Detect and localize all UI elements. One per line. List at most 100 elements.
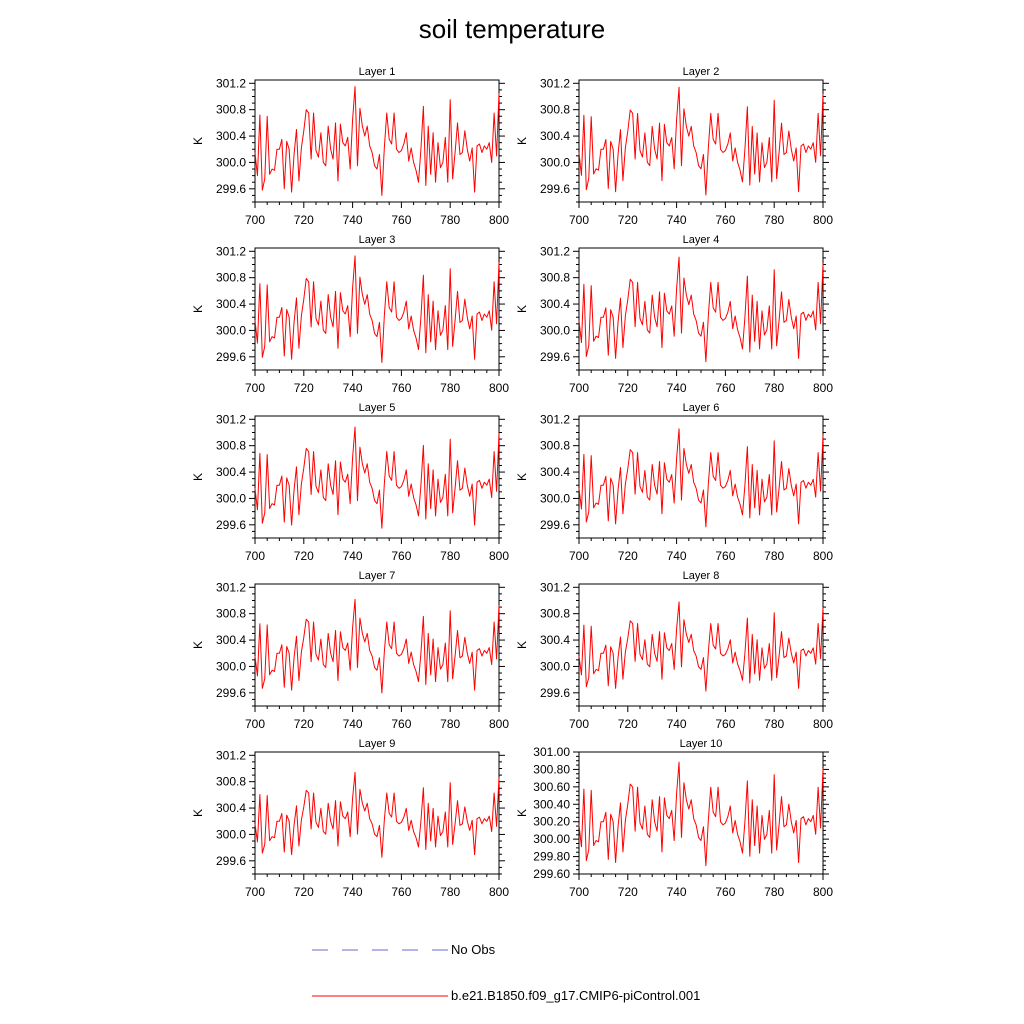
y-axis-label: K: [515, 473, 529, 481]
y-tick-label: 300.4: [216, 129, 246, 143]
series-line: [254, 426, 500, 529]
x-tick-label: 760: [715, 717, 735, 731]
panel-plot: Layer 1 K 299.6 300.0 300.4 300.8 301.2 700 720 7…: [191, 66, 509, 227]
y-tick-label: 300.4: [216, 297, 246, 311]
y-tick-label: 300.8: [540, 607, 570, 621]
x-tick-label: 720: [618, 381, 638, 395]
page-title: soil temperature: [418, 14, 606, 44]
series-line: [254, 598, 500, 694]
y-tick-label: 301.2: [216, 748, 246, 762]
panel-layer-7: Layer 7 K 299.6 300.0 300.4 300.8 301.2 700 720 7…: [185, 566, 515, 731]
x-tick-label: 780: [440, 213, 460, 227]
x-tick-label: 700: [569, 381, 589, 395]
x-tick-label: 780: [440, 549, 460, 563]
x-tick-label: 780: [764, 381, 784, 395]
panel-layer-9: Layer 9 K 299.6 300.0 300.4 300.8 301.2 700 720 7…: [185, 734, 515, 899]
y-tick-label: 299.6: [216, 518, 246, 532]
y-tick-label: 300.00: [533, 832, 570, 846]
y-tick-label: 301.00: [533, 745, 570, 759]
x-tick-label: 800: [813, 213, 833, 227]
y-axis-label: K: [191, 809, 205, 817]
y-tick-label: 300.0: [216, 155, 246, 169]
panel-layer-1: Layer 1 K 299.6 300.0 300.4 300.8 301.2 700 720 7…: [185, 62, 515, 227]
y-tick-label: 299.6: [216, 854, 246, 868]
series-line: [578, 761, 824, 867]
panel-plot: Layer 6 K 299.6 300.0 300.4 300.8 301.2 700 720 7…: [515, 402, 833, 563]
x-tick-label: 780: [764, 885, 784, 899]
y-tick-label: 300.0: [540, 155, 570, 169]
x-tick-label: 780: [764, 213, 784, 227]
panel-title: Layer 7: [359, 570, 396, 582]
x-tick-label: 720: [294, 381, 314, 395]
x-tick-label: 720: [294, 549, 314, 563]
x-tick-label: 760: [391, 213, 411, 227]
x-tick-label: 780: [764, 717, 784, 731]
x-tick-label: 740: [667, 717, 687, 731]
x-tick-label: 760: [391, 717, 411, 731]
x-tick-label: 760: [715, 885, 735, 899]
y-tick-label: 300.8: [216, 103, 246, 117]
y-tick-label: 299.6: [216, 182, 246, 196]
y-tick-label: 300.8: [540, 103, 570, 117]
y-tick-label: 299.6: [540, 686, 570, 700]
x-tick-label: 700: [245, 549, 265, 563]
x-tick-label: 740: [343, 381, 363, 395]
x-tick-label: 740: [667, 381, 687, 395]
y-tick-label: 300.8: [216, 775, 246, 789]
y-axis-label: K: [191, 305, 205, 313]
x-tick-label: 800: [813, 717, 833, 731]
y-tick-label: 300.4: [540, 297, 570, 311]
panel-plot: Layer 3 K 299.6 300.0 300.4 300.8 301.2 700 720 7…: [191, 234, 509, 395]
y-axis-label: K: [191, 137, 205, 145]
plot-frame: [254, 751, 500, 875]
y-tick-label: 300.8: [540, 271, 570, 285]
x-tick-label: 740: [343, 885, 363, 899]
y-tick-label: 299.6: [540, 182, 570, 196]
panel-title: Layer 9: [359, 738, 396, 750]
y-tick-label: 300.0: [540, 659, 570, 673]
panel-layer-3: Layer 3 K 299.6 300.0 300.4 300.8 301.2 700 720 7…: [185, 230, 515, 395]
y-tick-label: 300.4: [540, 465, 570, 479]
x-tick-label: 740: [343, 549, 363, 563]
x-tick-label: 800: [813, 381, 833, 395]
y-tick-label: 301.2: [216, 76, 246, 90]
x-tick-label: 720: [618, 885, 638, 899]
x-tick-label: 720: [294, 213, 314, 227]
y-tick-label: 300.0: [216, 659, 246, 673]
y-axis-label: K: [191, 641, 205, 649]
panel-layer-4: Layer 4 K 299.6 300.0 300.4 300.8 301.2 700 720 7…: [509, 230, 839, 395]
y-tick-label: 300.0: [216, 491, 246, 505]
x-tick-label: 780: [764, 549, 784, 563]
y-tick-label: 300.0: [540, 323, 570, 337]
x-tick-label: 800: [813, 885, 833, 899]
x-tick-label: 720: [618, 549, 638, 563]
y-axis-label: K: [515, 641, 529, 649]
x-tick-label: 760: [715, 381, 735, 395]
y-tick-label: 300.20: [533, 815, 570, 829]
panel-layer-2: Layer 2 K 299.6 300.0 300.4 300.8 301.2 700 720 7…: [509, 62, 839, 227]
y-tick-label: 299.60: [533, 867, 570, 881]
y-tick-label: 299.6: [216, 350, 246, 364]
x-tick-label: 740: [343, 213, 363, 227]
panel-layer-6: Layer 6 K 299.6 300.0 300.4 300.8 301.2 700 720 7…: [509, 398, 839, 563]
y-tick-label: 300.4: [540, 633, 570, 647]
panel-plot: Layer 5 K 299.6 300.0 300.4 300.8 301.2 700 720 7…: [191, 402, 509, 563]
y-tick-label: 300.8: [216, 607, 246, 621]
panel-title: Layer 5: [359, 402, 396, 414]
y-tick-label: 301.2: [540, 412, 570, 426]
panel-title: Layer 3: [359, 234, 396, 246]
y-tick-label: 300.4: [216, 633, 246, 647]
y-tick-label: 299.6: [540, 350, 570, 364]
y-tick-label: 299.6: [216, 686, 246, 700]
panel-title: Layer 8: [683, 570, 720, 582]
x-tick-label: 740: [667, 213, 687, 227]
y-tick-label: 300.0: [216, 323, 246, 337]
x-tick-label: 800: [813, 549, 833, 563]
y-axis-label: K: [191, 473, 205, 481]
series-line: [254, 255, 500, 363]
x-tick-label: 760: [715, 549, 735, 563]
panel-plot: Layer 10 K 299.60 299.80 300.00 300.20 300.40 3…: [515, 738, 833, 899]
y-tick-label: 301.2: [540, 580, 570, 594]
x-tick-label: 720: [618, 717, 638, 731]
panel-plot: Layer 4 K 299.6 300.0 300.4 300.8 301.2 700 720 7…: [515, 234, 833, 395]
